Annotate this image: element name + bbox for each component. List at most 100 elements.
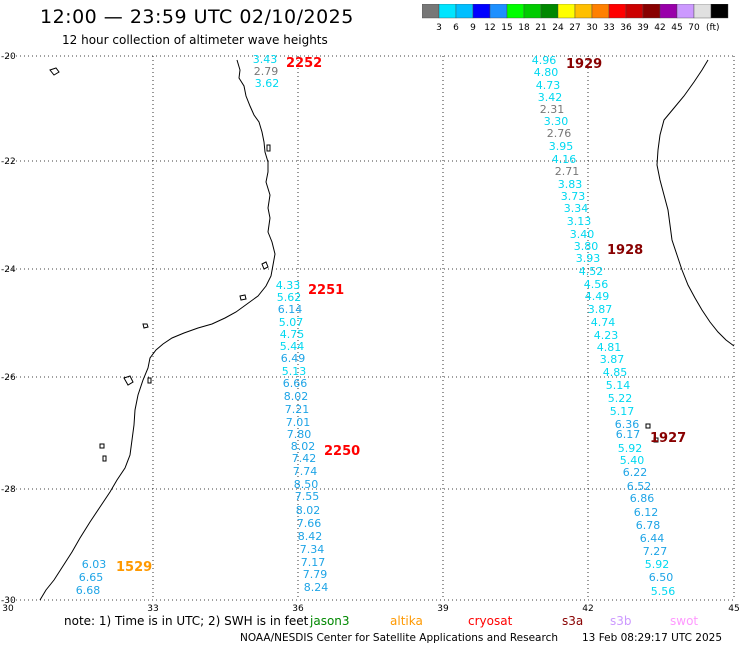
wave-height-value: 4.81 [597,341,622,354]
wave-height-value: 3.87 [588,303,613,316]
islet [147,377,152,384]
pass-time-label: 2250 [324,444,360,459]
islet [261,261,269,270]
mission-legend: note: 1) Time is in UTC; 2) SWH is in fe… [64,614,698,628]
wave-height-value: 6.14 [278,303,303,316]
wave-height-value: 8.24 [304,581,329,594]
wave-height-value: 3.62 [255,77,280,90]
wave-height-value: 4.96 [532,54,557,67]
wave-height-value: 7.80 [287,428,312,441]
colorbar-tick-label: 42 [654,23,665,33]
pass-time-label: 1929 [566,57,602,72]
lon-tick-label: 42 [582,604,593,614]
pass-2252: 3.432.793.62 2252 [253,53,322,90]
wave-height-value: 6.50 [649,571,674,584]
lat-tick-label: -24 [1,265,16,275]
wave-height-value: 4.52 [579,265,604,278]
wave-height-value: 3.95 [549,140,574,153]
wave-height-value: 6.12 [634,506,659,519]
footer-credit: NOAA/NESDIS Center for Satellite Applica… [240,632,558,644]
colorbar-unit: (ft) [706,23,720,33]
wave-height-value: 7.66 [297,517,322,530]
coastline [39,59,735,601]
islet [239,294,247,301]
islet [645,423,651,429]
wave-height-value: 4.75 [280,328,305,341]
wave-height-value: 7.01 [286,416,311,429]
map-subtitle: 12 hour collection of altimeter wave hei… [62,33,328,47]
wave-height-value: 2.71 [555,165,580,178]
lon-tick-label: 30 [2,604,14,614]
wave-height-value: 4.73 [536,79,561,92]
colorbar-swatch [710,4,729,19]
colorbar-tick-label: 18 [518,23,530,33]
lat-tick-label: -20 [1,52,16,62]
colorbar-tick-label: 30 [586,23,598,33]
wave-height-value: 2.31 [540,103,565,116]
wave-height-value: 7.34 [300,543,325,556]
colorbar-tick-label: 9 [470,23,476,33]
wave-height-value: 7.55 [295,490,320,503]
wave-height-value: 3.80 [574,240,599,253]
wave-height-value: 4.80 [534,66,559,79]
mission-label-altika: altika [390,614,423,628]
wave-height-value: 3.40 [570,228,595,241]
islet [266,144,271,152]
pass-1529: 6.036.656.68 1529 [76,558,152,597]
pass-2251: 4.335.626.145.074.755.446.495.136.668.02… [276,279,344,441]
wave-height-value: 3.87 [600,353,625,366]
wave-height-value: 7.21 [285,403,310,416]
wave-height-value: 4.74 [591,316,616,329]
wave-height-value: 4.33 [276,279,301,292]
wave-height-value: 3.93 [576,252,601,265]
pass-time-label: 1928 [607,243,643,258]
wave-height-value: 3.83 [558,178,583,191]
mission-label-s3b: s3b [610,614,632,628]
wave-height-value: 5.22 [608,392,633,405]
lon-tick-label: 33 [147,604,158,614]
colorbar-tick-label: 70 [688,23,700,33]
islet [49,67,60,76]
wave-height-value: 5.14 [606,379,631,392]
pass-1929: 4.964.804.733.422.313.302.763.954.162.71… [532,54,602,241]
footer-timestamp: 13 Feb 08:29:17 UTC 2025 [582,632,722,644]
wave-height-value: 5.07 [279,316,304,329]
wave-height-value: 5.56 [651,585,676,598]
wave-height-value: 7.79 [303,568,328,581]
wave-height-value: 7.42 [292,452,317,465]
colorbar-tick-label: 6 [453,23,459,33]
wave-height-value: 3.73 [561,190,586,203]
map-axes: 30 33 36 39 42 45 -20 -22 -24 -26 -28 -30 [1,52,740,614]
pass-time-label: 2252 [286,56,322,71]
wave-height-value: 4.16 [552,153,577,166]
pass-time-label: 1927 [650,431,686,446]
wave-height-value: 5.44 [280,340,305,353]
wave-height-value: 6.78 [636,519,661,532]
wave-height-value: 6.17 [616,428,641,441]
lon-tick-label: 45 [728,604,739,614]
wave-height-value: 8.50 [294,478,319,491]
africa-coastline [39,59,276,601]
wave-height-value: 6.44 [640,532,665,545]
islet [142,323,149,329]
wave-height-value: 3.34 [564,202,589,215]
madagascar-coastline [656,59,735,347]
colorbar-tick-label: 36 [620,23,632,33]
wave-height-value: 4.49 [585,290,610,303]
wave-height-value: 6.65 [79,571,104,584]
pass-2250: 8.027.427.748.507.558.027.668.427.347.17… [291,440,360,594]
islet [653,437,659,443]
lon-tick-label: 39 [437,604,449,614]
wave-height-value: 8.02 [284,390,309,403]
wave-height-value: 4.56 [584,278,609,291]
wave-height-value: 3.13 [567,215,592,228]
wave-height-value: 6.22 [623,466,648,479]
wave-height-value: 6.86 [630,492,655,505]
colorbar-tick-label: 3 [436,23,442,33]
wave-height-value: 7.27 [643,545,668,558]
wave-height-value: 5.62 [277,291,302,304]
lon-tick-label: 36 [292,604,304,614]
mission-label-swot: swot [670,614,698,628]
islet [99,443,105,449]
